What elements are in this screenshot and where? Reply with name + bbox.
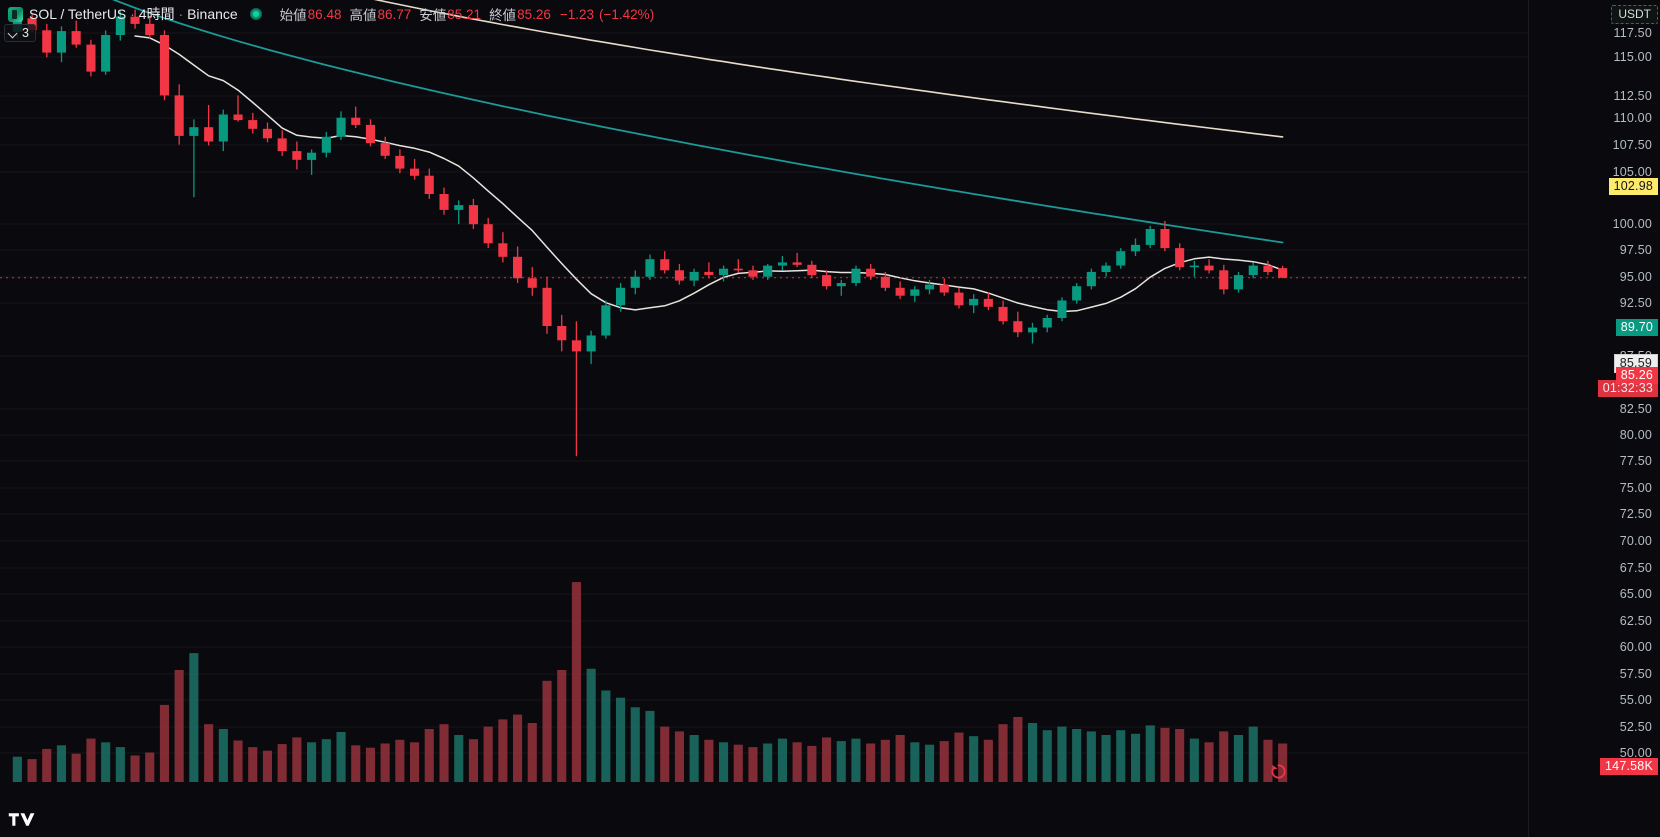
ma-mid-price-badge: 89.70 (1615, 319, 1658, 336)
change-absolute: −1.23 (559, 6, 595, 22)
legend-separator-2: · (178, 6, 184, 22)
price-tick: 112.50 (1613, 89, 1652, 103)
solana-logo-icon (8, 6, 23, 22)
ma-long-price-badge: 102.98 (1608, 178, 1658, 195)
high-label: 高値 (349, 8, 377, 23)
price-tick: 57.50 (1619, 667, 1652, 681)
currency-chip[interactable]: USDT (1611, 5, 1658, 24)
volume-bars (12, 582, 1288, 782)
price-tick: 107.50 (1612, 138, 1652, 152)
price-tick: 72.50 (1619, 507, 1652, 521)
close-value: 85.26 (517, 6, 551, 22)
indicator-group-collapsed[interactable]: 3 (4, 24, 36, 42)
open-label: 始値 (279, 8, 307, 23)
grid-lines (0, 32, 1528, 754)
price-tick: 55.00 (1619, 693, 1652, 707)
market-open-dot-icon (249, 8, 262, 20)
price-tick: 62.50 (1619, 614, 1652, 628)
price-axis[interactable]: USDT 117.50 115.00 112.50 110.00 107.50 105.0… (1528, 0, 1660, 837)
price-tick: 115.00 (1613, 50, 1652, 64)
price-tick: 82.50 (1619, 402, 1652, 416)
price-tick: 60.00 (1619, 640, 1652, 654)
ma-mid-line (112, 0, 1284, 244)
ma-long-line (373, 0, 1284, 138)
price-tick: 70.00 (1619, 534, 1652, 548)
chart-plot-area[interactable] (0, 0, 1528, 837)
reset-chart-scale-button[interactable] (1270, 763, 1287, 780)
change-percent: (−1.42%) (599, 6, 655, 22)
low-value: 85.21 (447, 6, 482, 22)
open-value: 86.48 (307, 6, 342, 22)
low-label: 安値 (419, 8, 447, 23)
price-tick: 75.00 (1619, 481, 1652, 495)
volume-value-badge: 147.58K (1600, 758, 1658, 775)
high-value: 86.77 (377, 6, 412, 22)
tradingview-logo-icon[interactable] (8, 810, 36, 829)
legend-symbol[interactable]: SOL / TetherUS (29, 6, 127, 22)
price-tick: 100.00 (1612, 217, 1652, 231)
price-tick: 77.50 (1619, 454, 1652, 468)
price-tick: 117.50 (1613, 26, 1652, 40)
price-tick: 50.00 (1619, 746, 1652, 760)
price-tick: 92.50 (1619, 296, 1652, 310)
price-tick: 65.00 (1619, 587, 1652, 601)
candlesticks (12, 9, 1288, 457)
chevron-down-icon[interactable] (8, 28, 18, 38)
price-tick: 110.00 (1613, 111, 1652, 125)
last-price-badge: 85.26 (1615, 367, 1658, 384)
price-tick: 52.50 (1619, 720, 1652, 734)
chart-legend[interactable]: SOL / TetherUS · 4時間 · Binance 始値 86.48 … (8, 4, 654, 24)
indicator-count: 3 (22, 26, 29, 40)
price-tick: 95.00 (1619, 270, 1652, 284)
close-label: 終値 (489, 8, 517, 23)
legend-interval[interactable]: 4時間 (138, 6, 175, 22)
bar-countdown-badge: 01:32:33 (1597, 380, 1658, 397)
price-tick: 105.00 (1612, 165, 1652, 179)
price-tick: 97.50 (1619, 243, 1652, 257)
legend-separator-1: · (130, 6, 135, 22)
chart-canvas[interactable] (0, 0, 1528, 837)
legend-exchange[interactable]: Binance (187, 6, 238, 22)
price-tick: 80.00 (1619, 428, 1652, 442)
price-tick: 67.50 (1619, 561, 1652, 575)
